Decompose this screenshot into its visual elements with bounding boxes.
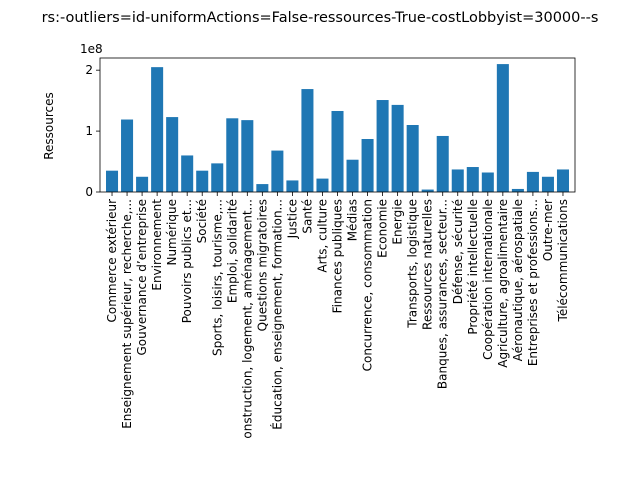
x-tick-label: Pouvoirs publics et... [180,199,194,323]
bars-group [106,64,569,192]
bar [106,170,119,192]
x-tick-labels-group: Commerce extérieur Enseignement supérieur… [105,199,570,439]
bar [466,167,479,192]
bar [136,176,149,192]
bar [496,64,509,192]
bar [376,100,389,192]
chart-title: rs:-outliers=id-uniformActions=False-res… [42,10,599,26]
bar [286,180,299,192]
bar [346,159,359,192]
x-tick-label: Société [195,199,209,243]
bar [556,169,569,192]
bar [166,117,179,192]
bar [271,150,284,192]
x-tick-label: Télécommunications [556,199,570,322]
x-tick-label: Agriculture, agroalimentaire [496,199,510,368]
bar [211,163,224,192]
x-tick-label: Outre-mer [541,199,555,261]
x-tick-label: Coopération internationale [481,199,495,360]
x-tick-label: Éducation, enseignement, formation... [269,199,284,430]
bar [151,67,164,192]
bar [451,169,464,192]
axes-group [96,57,576,196]
x-tick-label: Aéronautique, aérospatiale [511,199,525,361]
bar [436,135,449,192]
y-axis-scale-label: 1e8 [80,42,103,56]
bar [526,171,539,192]
x-tick-label: Sports, loisirs, tourisme,... [210,199,224,356]
bar [481,172,494,192]
x-tick-label: Finances publiques [331,199,345,313]
y-tick-labels-group: 0 1 2 [85,63,93,199]
x-tick-label: Enseignement supérieur, recherche,... [120,199,134,429]
bar [181,155,194,192]
bar [541,176,554,192]
x-tick-label: Environnement [150,199,164,291]
bar [316,178,329,192]
bar [301,89,314,192]
x-tick-label: Médias [346,199,360,241]
bar [121,119,134,192]
x-tick-label: Santé [300,199,314,234]
bar [226,118,239,192]
bar [391,104,404,192]
x-tick-label: Questions migratoires [255,199,269,331]
bar [421,189,434,192]
x-tick-label: Justice [285,199,299,239]
bar [361,139,374,192]
bar [256,184,269,192]
x-tick-label: Entreprises et professions... [526,199,540,366]
x-tick-label: onstruction, logement, aménagement... [240,199,254,439]
x-tick-label: Propriété intellectuelle [466,199,480,335]
x-tick-label: Economie [376,199,390,258]
bar [196,170,209,192]
bar [241,120,254,192]
plot-frame [99,57,576,193]
bar [331,110,344,192]
x-tick-label: Arts, culture [315,199,329,273]
x-tick-label: Concurrence, consommation [361,199,375,371]
bar [406,125,419,192]
bar [511,188,524,192]
y-tick-label: 1 [85,124,93,138]
x-tick-label: Défense, sécurité [451,199,465,304]
x-tick-label: Gouvernance d’entreprise [135,199,149,356]
x-tick-label: Commerce extérieur [105,199,119,323]
y-axis-label: Ressources [42,92,56,160]
y-tick-label: 2 [85,63,93,77]
x-tick-label: Energie [391,199,405,245]
y-tick-label: 0 [85,185,93,199]
x-tick-label: Transports, logistique [406,199,420,329]
x-tick-label: Emploi, solidarité [225,199,239,303]
x-tick-label: Banques, assurances, secteur... [436,199,450,389]
x-tick-label: Ressources naturelles [421,199,435,330]
x-tick-label: Numérique [165,199,179,266]
